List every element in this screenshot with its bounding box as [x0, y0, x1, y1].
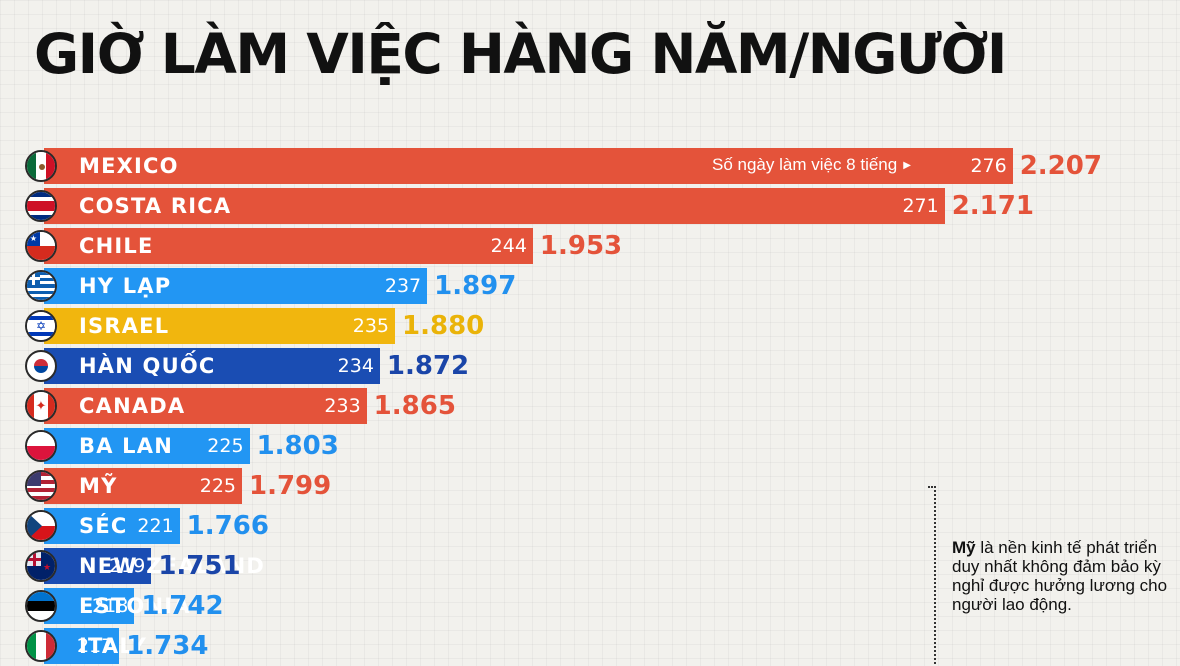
chart-row: MEXICO 276 2.207 [0, 146, 1180, 186]
hours-label: 1.897 [434, 271, 517, 301]
category-label: MỸ [79, 474, 118, 498]
days-note-label: Số ngày làm việc 8 tiếng [712, 155, 898, 174]
bar [44, 308, 396, 344]
hours-label: 1.766 [186, 511, 269, 541]
chart-row: ✡ ISRAEL 235 1.880 [0, 306, 1180, 346]
chart-row: ESTONIA 218 1.742 [0, 586, 1180, 626]
chart-row: HY LẠP 237 1.897 [0, 266, 1180, 306]
bar [44, 588, 135, 624]
chart-row: HÀN QUỐC 234 1.872 [0, 346, 1180, 386]
chart-row: MỸ 225 1.799 [0, 466, 1180, 506]
days-label: 221 [137, 515, 174, 537]
days-label: 234 [337, 355, 374, 377]
category-label: HÀN QUỐC [79, 354, 216, 378]
annotation-bracket [928, 486, 936, 664]
chart-row: SÉC 221 1.766 [0, 506, 1180, 546]
costa-rica-flag [25, 190, 57, 222]
bar [44, 148, 1013, 184]
days-label: 233 [324, 395, 361, 417]
hours-label: 2.207 [1019, 151, 1102, 181]
chart-title: GIỜ LÀM VIỆC HÀNG NĂM/NGƯỜI [34, 22, 1007, 86]
bar [44, 268, 428, 304]
hours-label: 1.872 [386, 351, 470, 381]
hours-label: 1.880 [402, 311, 485, 341]
bar [44, 508, 180, 544]
days-label: 225 [199, 475, 236, 497]
days-label: 219 [109, 555, 146, 577]
hours-label: 1.742 [141, 591, 224, 621]
chart-row: ✦ CANADA 233 1.865 [0, 386, 1180, 426]
south-korea-flag [25, 350, 57, 382]
new-zealand-flag: ★ [25, 550, 57, 582]
days-label: 276 [970, 155, 1007, 177]
annotation-text: là nền kinh tế phát triển duy nhất không… [952, 538, 1168, 614]
chart-row: COSTA RICA 271 2.171 [0, 186, 1180, 226]
mexico-flag [25, 150, 57, 182]
category-label: MEXICO [79, 154, 179, 178]
bar [44, 348, 380, 384]
chart-row: BA LAN 225 1.803 [0, 426, 1180, 466]
category-label: BA LAN [79, 434, 173, 458]
days-label: 225 [207, 435, 244, 457]
italy-flag [25, 630, 57, 662]
days-note: Số ngày làm việc 8 tiếng ▶ [712, 146, 911, 185]
category-label: HY LẠP [79, 274, 172, 298]
category-label: CANADA [79, 394, 186, 418]
annotation-note: Mỹ là nền kinh tế phát triển duy nhất kh… [952, 538, 1176, 614]
days-label: 235 [352, 315, 390, 337]
chart-row: ★ CHILE 244 1.953 [0, 226, 1180, 266]
bar [44, 428, 250, 464]
category-label: ISRAEL [79, 314, 170, 338]
chile-flag: ★ [25, 230, 57, 262]
estonia-flag [25, 590, 57, 622]
days-label: 217 [76, 635, 114, 657]
hours-label: 1.734 [126, 631, 209, 661]
chart-row: ★ NEW ZEALAND 219 1.751 [0, 546, 1180, 586]
hours-label: 1.953 [539, 231, 623, 261]
chart-row: ITALY 217 1.734 [0, 626, 1180, 666]
czech-flag [25, 510, 57, 542]
days-label: 237 [384, 275, 422, 297]
bar [44, 548, 152, 584]
category-label: SÉC [79, 514, 128, 538]
greece-flag [25, 270, 57, 302]
days-label: 218 [92, 595, 129, 617]
bar [44, 388, 367, 424]
category-label: COSTA RICA [79, 194, 232, 218]
category-label: ESTONIA [79, 594, 191, 618]
hours-label: 1.803 [256, 431, 339, 461]
triangle-right-icon: ▶ [903, 159, 911, 171]
hours-label: 1.751 [158, 551, 241, 581]
poland-flag [25, 430, 57, 462]
bar [44, 228, 533, 264]
bar [44, 188, 945, 224]
category-label: ITALY [79, 634, 148, 658]
hours-label: 1.865 [373, 391, 456, 421]
usa-flag [25, 470, 57, 502]
days-label: 271 [902, 195, 939, 217]
israel-flag: ✡ [25, 310, 57, 342]
bar [44, 468, 242, 504]
hours-label: 2.171 [951, 191, 1034, 221]
category-label: NEW ZEALAND [79, 554, 266, 578]
days-label: 244 [490, 235, 527, 257]
hours-label: 1.799 [249, 471, 332, 501]
canada-flag: ✦ [25, 390, 57, 422]
category-label: CHILE [79, 234, 154, 258]
annotation-bold: Mỹ [952, 538, 976, 557]
